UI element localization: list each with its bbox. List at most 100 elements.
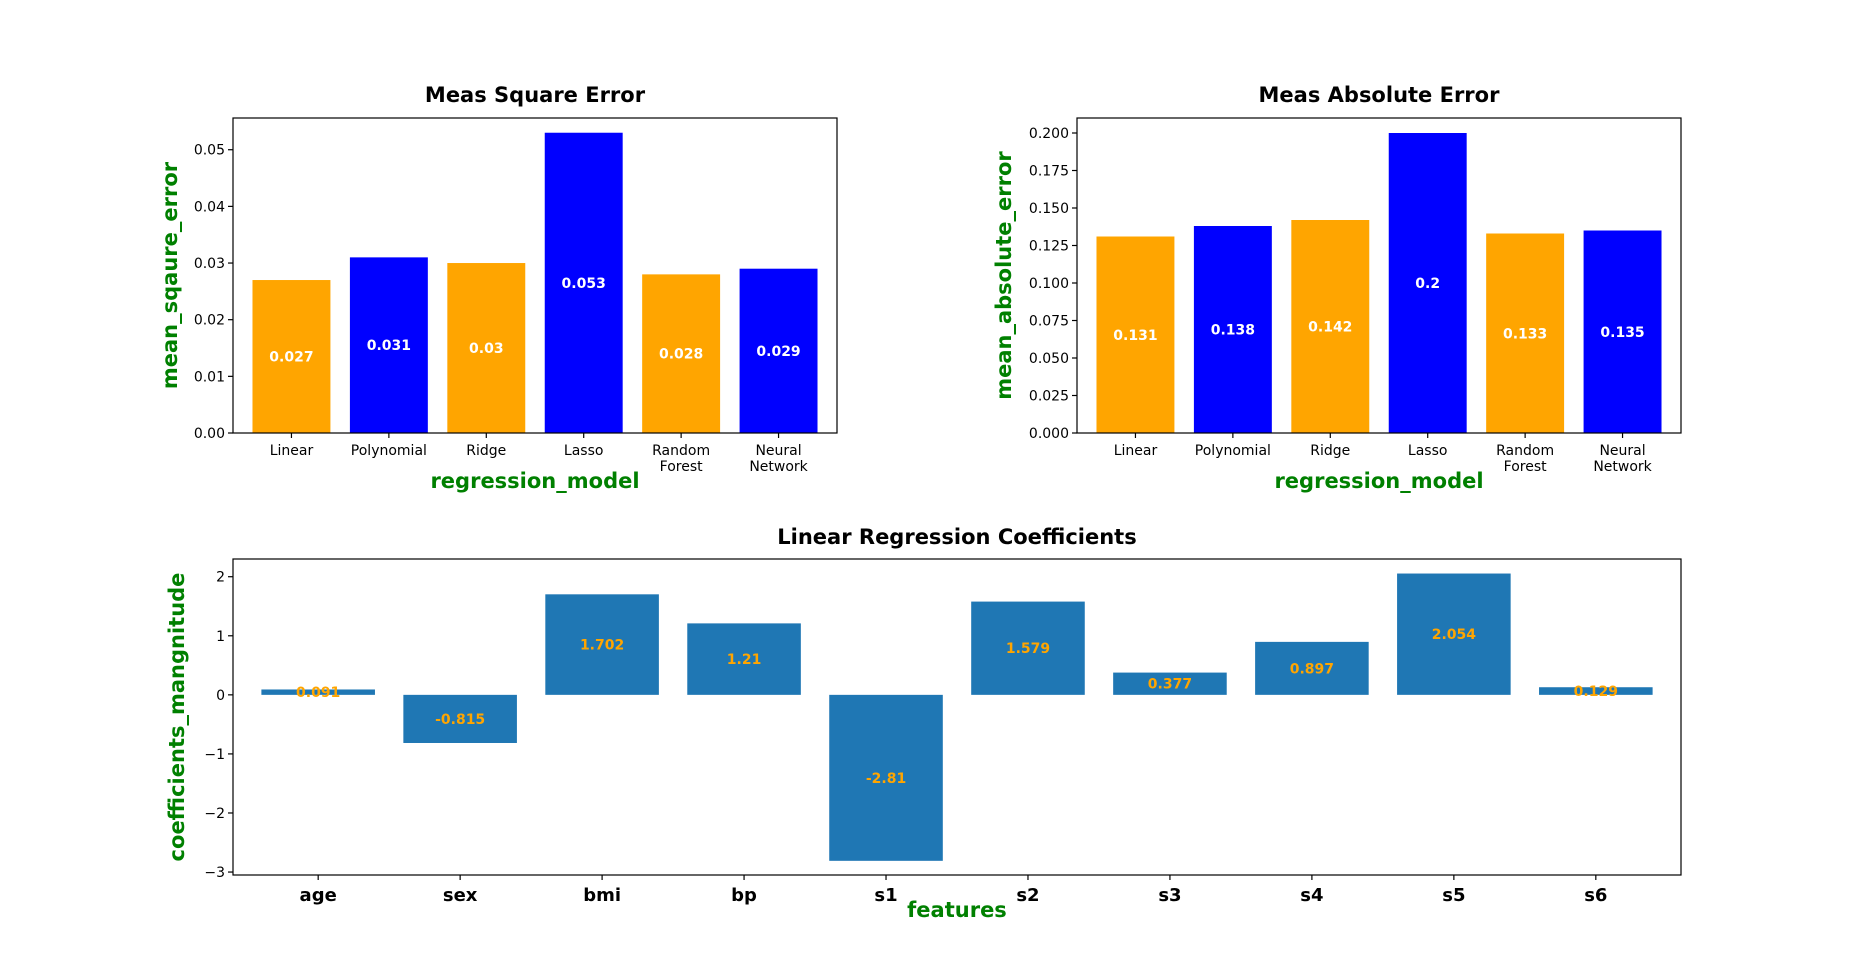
x-tick-label-10: s6 [1584, 885, 1607, 906]
y-tick-label-1: 0.00 [194, 426, 225, 442]
bar-3 [1291, 220, 1370, 433]
bar-8 [1255, 641, 1369, 695]
x-tick-label-5: s1 [874, 885, 897, 906]
data-label-1: 0.027 [269, 350, 313, 366]
y-tick-label-3: 0.050 [1029, 351, 1069, 367]
x-tick-label-1: Linear [270, 443, 314, 459]
data-label-5: 0.028 [659, 347, 703, 363]
y-tick-label-5: 0.100 [1029, 276, 1069, 292]
data-label-4: 1.21 [727, 652, 762, 668]
x-tick-label-line: Ridge [1310, 443, 1350, 459]
x-tick-label-line: Random [652, 443, 710, 459]
bar-4 [687, 623, 801, 695]
bar-4 [544, 132, 623, 433]
x-tick-label-7: s3 [1158, 885, 1181, 906]
bar-1 [252, 280, 331, 433]
plot-frame [1076, 117, 1682, 434]
bar-7 [1113, 672, 1227, 695]
chart-title: Meas Absolute Error [1259, 83, 1501, 107]
y-tick-label-2: −2 [204, 806, 225, 822]
data-label-2: -0.815 [435, 712, 485, 728]
x-tick-label-line: Neural [755, 443, 801, 459]
y-tick-label-6: 2 [216, 570, 225, 586]
chart-1: 0.027 0.031 0.03 0.053 0.028 0.029 0.00 0.01 0.0… [158, 83, 838, 493]
y-tick-label-6: 0.05 [194, 143, 225, 159]
x-tick-label-line: s6 [1584, 885, 1607, 906]
bar-3 [447, 263, 526, 433]
x-tick-label-line: Polynomial [351, 443, 427, 459]
y-axis-label: coefficients_mangnitude [165, 573, 189, 862]
y-tick-label-1: −3 [204, 865, 225, 881]
x-tick-label-3: bmi [583, 885, 621, 906]
y-axis-label: mean_absolute_error [992, 151, 1016, 400]
bar-9 [1397, 573, 1511, 695]
x-tick-label-line: Random [1496, 443, 1554, 459]
bar-1 [1096, 236, 1175, 433]
x-tick-label-9: s5 [1442, 885, 1465, 906]
data-label-3: 0.142 [1308, 320, 1352, 336]
data-label-3: 0.03 [469, 341, 504, 357]
bar-2 [403, 694, 517, 743]
x-tick-label-line: Polynomial [1195, 443, 1271, 459]
x-tick-label-4: Lasso [1408, 443, 1448, 459]
bar-2 [1193, 226, 1272, 433]
x-tick-label-5: Random Forest [652, 443, 710, 475]
y-axis-label: mean_sqaure_error [158, 161, 182, 389]
x-tick-label-3: Ridge [466, 443, 506, 459]
bar-6 [1583, 230, 1662, 433]
y-tick-label-4: 0.03 [194, 256, 225, 272]
x-tick-label-1: age [300, 885, 337, 906]
bar-5 [1486, 233, 1565, 433]
y-tick-label-6: 0.125 [1029, 239, 1069, 255]
x-tick-label-line: s4 [1300, 885, 1323, 906]
x-tick-label-6: Neural Network [1593, 443, 1652, 475]
y-tick-label-3: 0.02 [194, 313, 225, 329]
y-tick-label-3: −1 [204, 747, 225, 763]
x-tick-label-4: bp [731, 885, 757, 906]
x-tick-label-8: s4 [1300, 885, 1323, 906]
data-label-2: 0.138 [1211, 323, 1255, 339]
data-label-6: 0.135 [1600, 325, 1644, 341]
data-label-1: 0.091 [296, 685, 340, 701]
x-tick-label-line: s2 [1016, 885, 1039, 906]
data-label-6: 1.579 [1006, 641, 1050, 657]
y-tick-label-5: 1 [216, 629, 225, 645]
x-tick-label-6: s2 [1016, 885, 1039, 906]
x-tick-label-line: age [300, 885, 337, 906]
x-axis-label: regression_model [1274, 469, 1483, 493]
chart-title: Linear Regression Coefficients [777, 525, 1136, 549]
x-tick-label-line: Lasso [564, 443, 604, 459]
data-label-4: 0.053 [562, 276, 606, 292]
bar-1 [261, 689, 375, 695]
data-label-10: 0.129 [1574, 684, 1618, 700]
bar-6 [971, 601, 1085, 695]
x-tick-label-4: Lasso [564, 443, 604, 459]
x-tick-label-line: Neural [1599, 443, 1645, 459]
x-axis-label: features [907, 898, 1007, 922]
bar-4 [1388, 133, 1467, 433]
data-label-6: 0.029 [756, 344, 800, 360]
x-tick-label-line: Lasso [1408, 443, 1448, 459]
x-tick-label-line: bmi [583, 885, 621, 906]
y-tick-label-4: 0.075 [1029, 314, 1069, 330]
bar-2 [349, 257, 428, 433]
x-tick-label-2: sex [443, 885, 478, 906]
data-label-4: 0.2 [1415, 276, 1440, 292]
bar-3 [545, 594, 659, 695]
x-tick-label-5: Random Forest [1496, 443, 1554, 475]
y-tick-label-5: 0.04 [194, 199, 225, 215]
plot-frame [232, 558, 1682, 876]
x-tick-label-line: Linear [270, 443, 314, 459]
y-tick-label-9: 0.200 [1029, 126, 1069, 142]
x-tick-label-2: Polynomial [1195, 443, 1271, 459]
y-tick-label-4: 0 [216, 688, 225, 704]
bar-5 [829, 694, 943, 861]
x-tick-label-line: Forest [1504, 459, 1547, 475]
x-tick-label-3: Ridge [1310, 443, 1350, 459]
y-tick-label-1: 0.000 [1029, 426, 1069, 442]
x-tick-label-line: Forest [660, 459, 703, 475]
x-tick-label-6: Neural Network [749, 443, 808, 475]
x-tick-label-line: s3 [1158, 885, 1181, 906]
